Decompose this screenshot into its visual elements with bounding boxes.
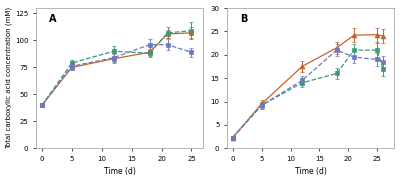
Text: B: B [240, 14, 248, 24]
Text: A: A [49, 14, 57, 24]
Y-axis label: Total carboxylic acid concentration (mM): Total carboxylic acid concentration (mM) [6, 7, 12, 149]
X-axis label: Time (d): Time (d) [104, 167, 136, 176]
X-axis label: Time (d): Time (d) [295, 167, 327, 176]
